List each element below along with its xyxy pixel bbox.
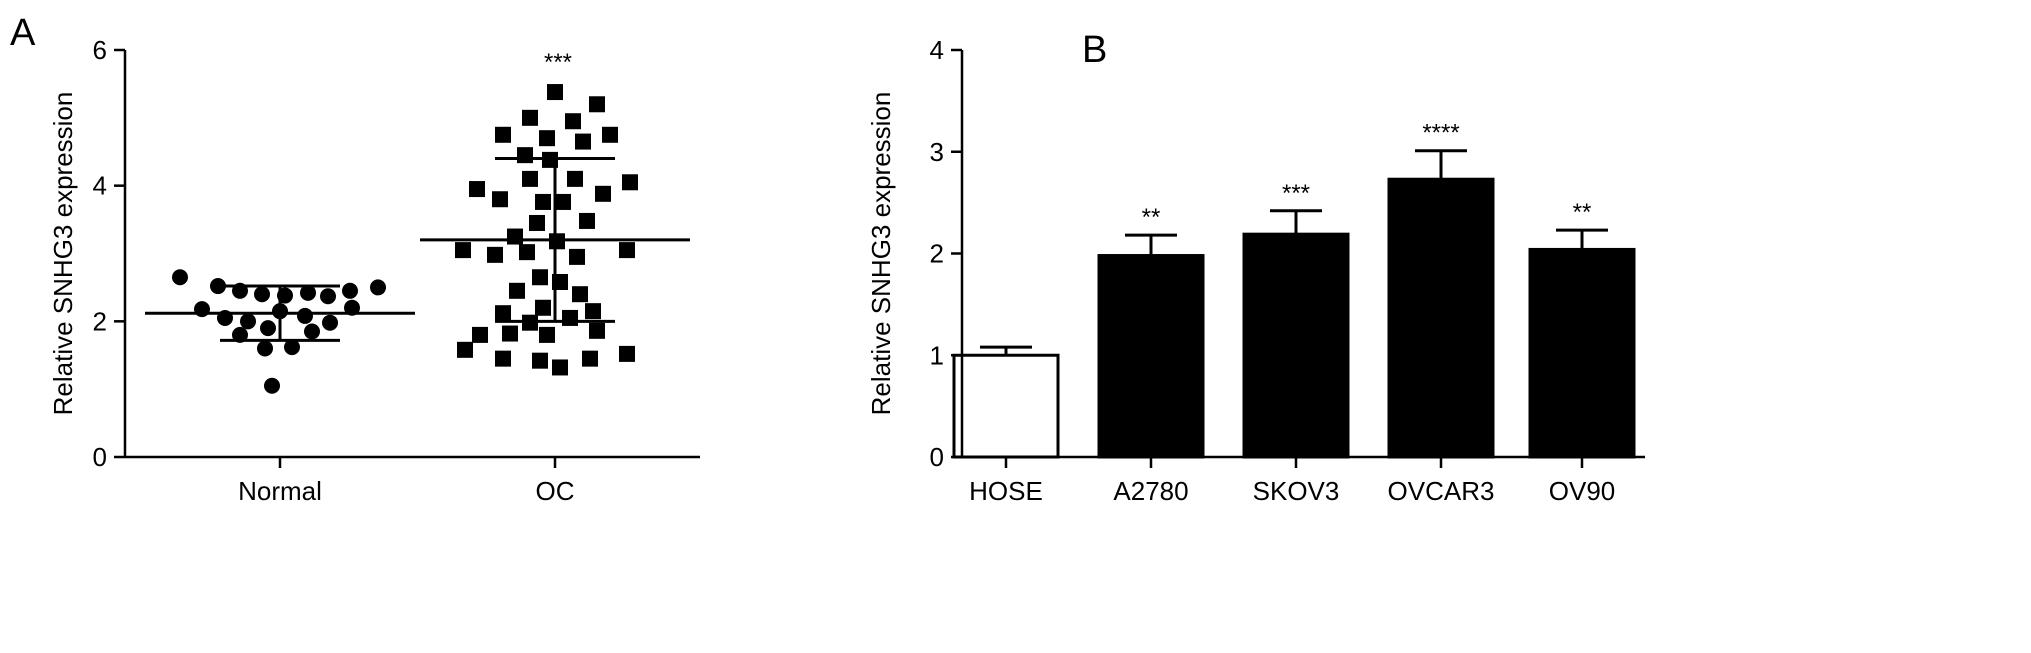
panel-b-x-tick-label: OVCAR3	[1388, 476, 1495, 506]
panel-a-data-point	[322, 314, 338, 331]
panel-a-significance: ***	[544, 49, 572, 76]
panel-a-data-point	[210, 278, 226, 295]
panel-a-y-tick-label: 6	[93, 35, 107, 65]
panel-a-data-point	[370, 279, 386, 296]
panel-a-data-point	[492, 191, 508, 208]
panel-a-data-point	[539, 130, 555, 147]
panel-a-data-point	[547, 84, 563, 101]
panel-a-letter: A	[10, 12, 36, 54]
panel-a-data-point	[300, 284, 316, 301]
panel-a-data-point	[455, 242, 471, 259]
panel-b-x-tick-label: HOSE	[969, 476, 1043, 506]
panel-a-data-point	[509, 282, 525, 299]
panel-a-data-point	[529, 214, 545, 231]
panel-b-y-tick-label: 4	[930, 35, 944, 65]
panel-a-data-point	[457, 341, 473, 358]
panel-b-bar	[1387, 177, 1495, 459]
panel-a-data-point	[264, 377, 280, 394]
panel-a-data-point	[589, 322, 605, 339]
panel-a-data-point	[487, 246, 503, 263]
panel-a-data-point	[579, 212, 595, 229]
panel-b-x-tick-label: OV90	[1549, 476, 1616, 506]
panel-a-data-point	[567, 170, 583, 187]
panel-a-data-point	[517, 147, 533, 164]
panel-b-significance: ****	[1422, 120, 1459, 147]
panel-a-data-point	[575, 133, 591, 150]
panel-a-data-point	[569, 248, 585, 265]
panel-a-y-tick-label: 4	[93, 171, 107, 201]
panel-b-bar	[1097, 254, 1205, 459]
panel-a-data-point	[589, 96, 605, 113]
panel-a-data-point	[522, 109, 538, 126]
panel-b-y-tick-label: 1	[930, 340, 944, 370]
panel-b-bar	[952, 353, 1060, 459]
panel-b-significance: ***	[1282, 180, 1310, 207]
panel-b-letter: B	[1082, 29, 1107, 71]
panel-b-y-tick-label: 0	[930, 442, 944, 472]
panel-a-x-tick-label: OC	[536, 476, 575, 506]
panel-a-data-point	[260, 320, 276, 337]
panel-a-data-point	[535, 193, 551, 210]
panel-a-data-point	[297, 307, 313, 324]
panel-a-data-point	[595, 185, 611, 202]
panel-a-data-point	[472, 326, 488, 343]
panel-a-y-tick-label: 0	[93, 442, 107, 472]
panel-a-data-point	[320, 288, 336, 305]
panel-a-data-point	[585, 303, 601, 320]
panel-a-y-tick-label: 2	[93, 306, 107, 336]
panel-a-data-point	[535, 299, 551, 316]
panel-b-significance: **	[1142, 204, 1161, 231]
panel-a-data-point	[502, 325, 518, 342]
panel-b-y-axis-label: Relative SNHG3 expression	[866, 92, 896, 416]
panel-a-data-point	[565, 113, 581, 130]
panel-a-data-point	[194, 301, 210, 318]
panel-a-data-point	[257, 340, 273, 357]
panel-a-y-axis-label: Relative SNHG3 expression	[48, 92, 78, 416]
panel-a-data-point	[495, 305, 511, 322]
panel-a-data-point	[254, 286, 270, 303]
panel-a-data-point	[284, 339, 300, 356]
panel-a-data-point	[552, 359, 568, 376]
panel-a-data-point	[495, 350, 511, 367]
panel-b-x-tick-label: A2780	[1113, 476, 1188, 506]
panel-a-data-point	[582, 350, 598, 367]
panel-b-bar	[1242, 232, 1350, 459]
panel-a-data-point	[304, 323, 320, 340]
panel-a-data-point	[469, 181, 485, 198]
panel-a-data-point	[622, 174, 638, 191]
panel-a-data-point	[532, 352, 548, 369]
panel-b-bar	[1528, 247, 1636, 459]
panel-a-data-point	[495, 126, 511, 143]
panel-a-data-point	[555, 193, 571, 210]
panel-a-data-point	[172, 269, 188, 286]
panel-b-significance: **	[1573, 199, 1592, 226]
panel-a-data-point	[602, 126, 618, 143]
panel-a-data-point	[562, 309, 578, 326]
panel-a-data-point	[572, 286, 588, 303]
panel-a-data-point	[342, 282, 358, 299]
panel-a-data-point	[619, 242, 635, 259]
panel-a-data-point	[240, 313, 256, 330]
panel-a-data-point	[619, 345, 635, 362]
panel-a-data-point	[519, 244, 535, 261]
panel-b-x-tick-label: SKOV3	[1253, 476, 1340, 506]
panel-a-x-tick-label: Normal	[238, 476, 322, 506]
panel-b-y-tick-label: 2	[930, 239, 944, 269]
panel-a-data-point	[522, 170, 538, 187]
panel-a-data-point	[507, 228, 523, 245]
panel-a-data-point	[539, 326, 555, 343]
panel-a-data-point	[532, 269, 548, 286]
panel-b-y-tick-label: 3	[930, 137, 944, 167]
panel-a-chart: 0 2 4 6 Normal OC ***	[93, 35, 700, 506]
